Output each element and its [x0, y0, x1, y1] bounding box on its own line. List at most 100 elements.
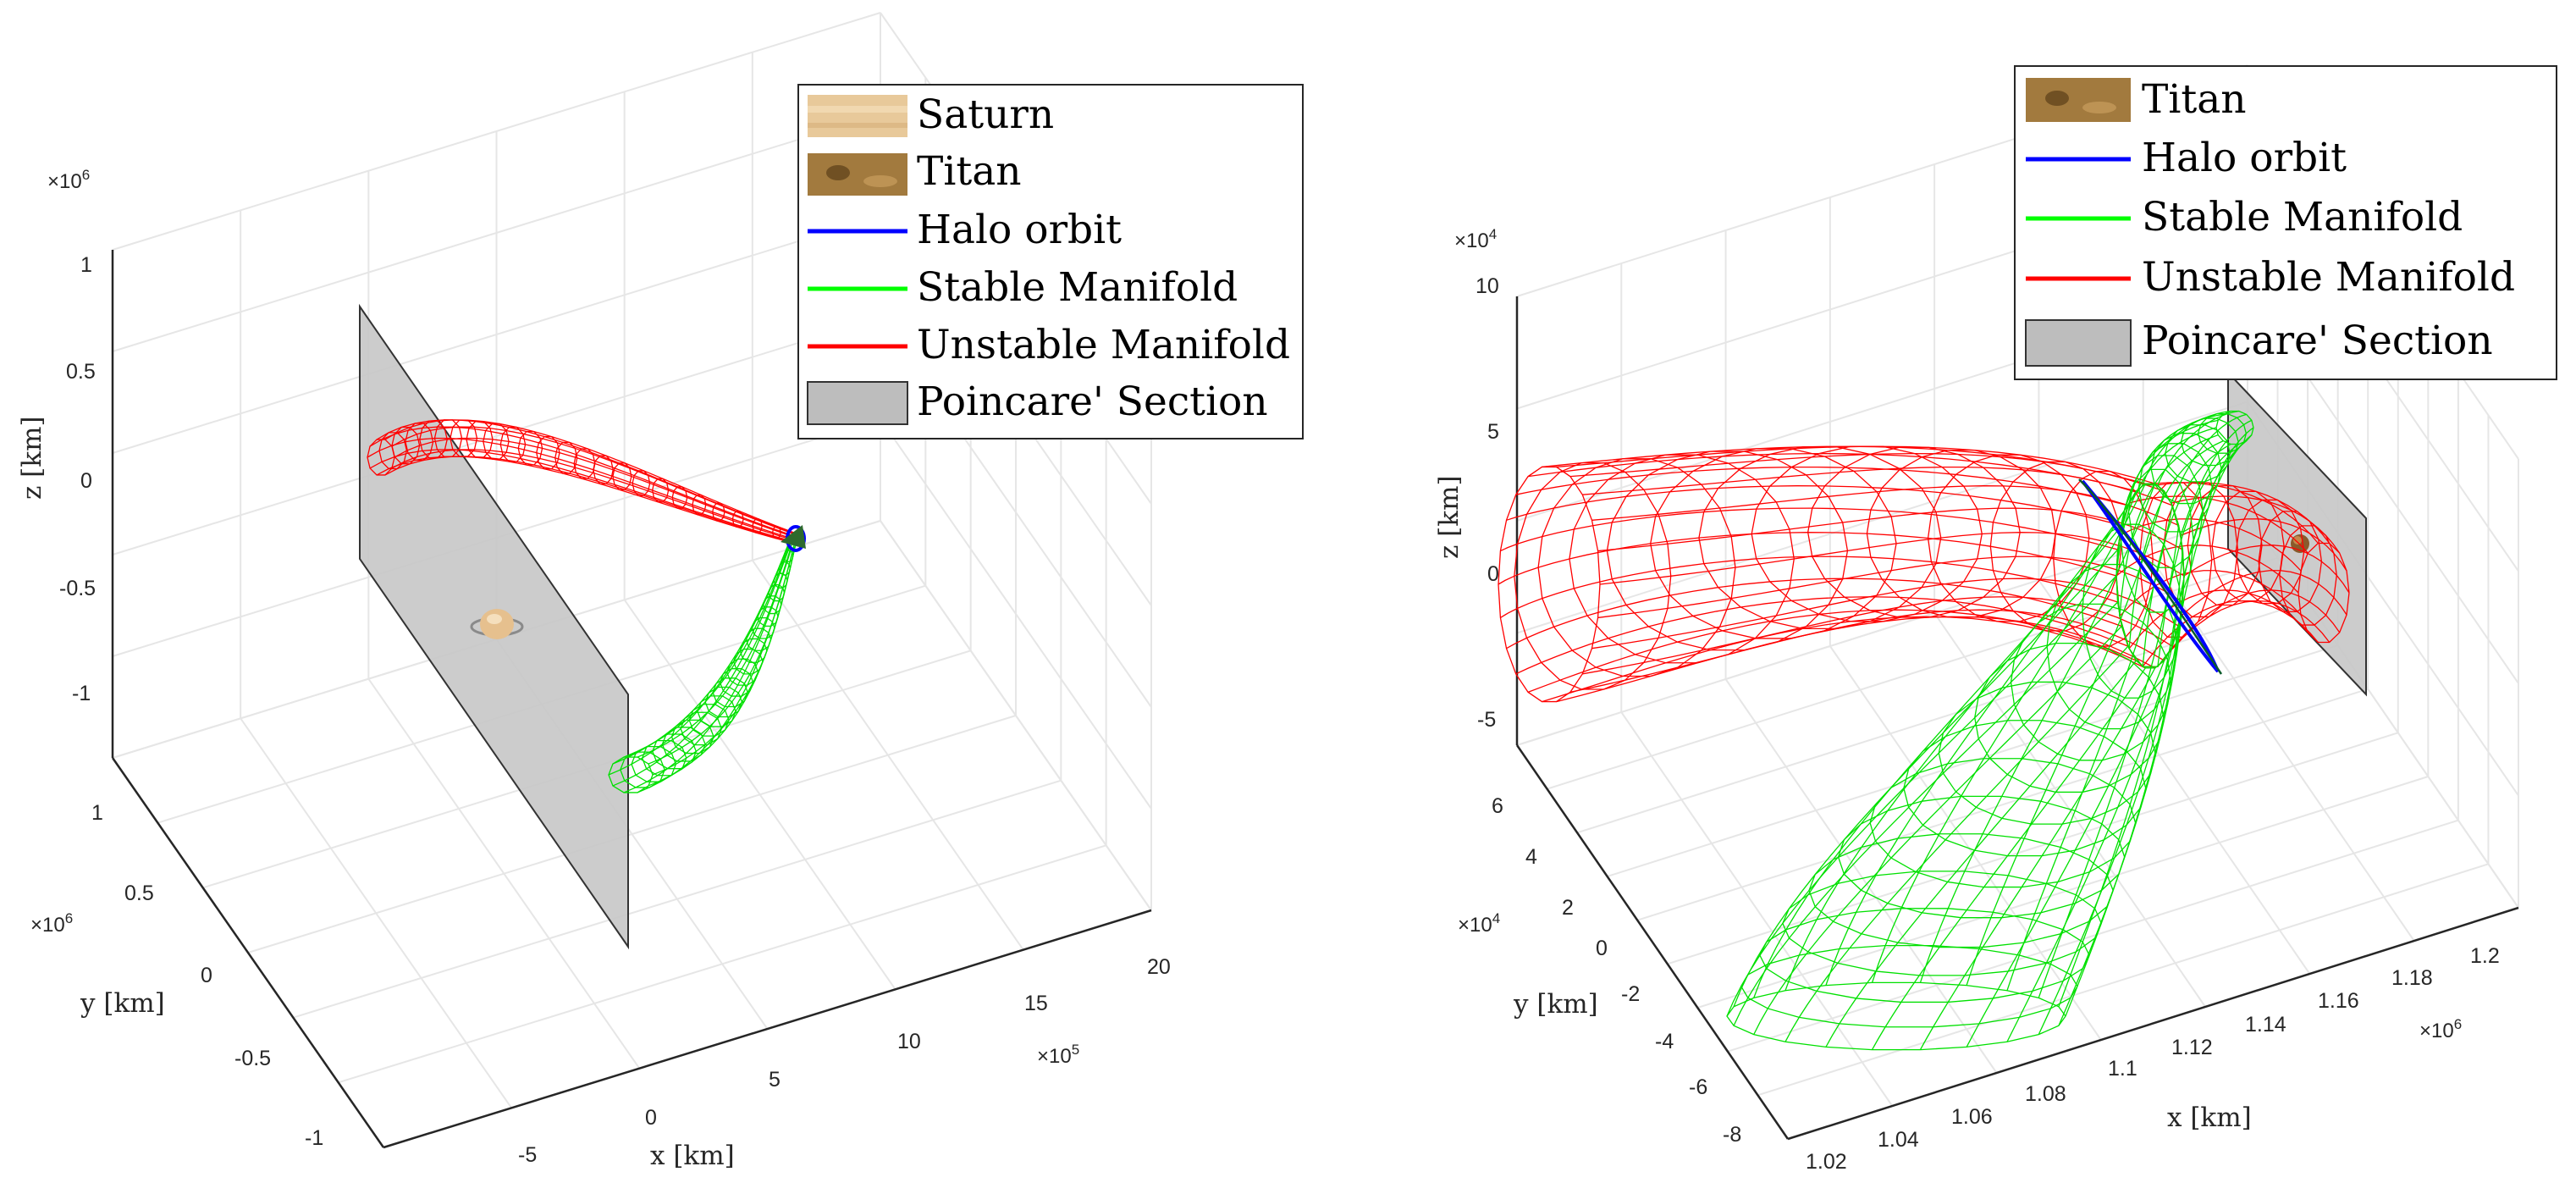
- left-stable-ring: [719, 668, 754, 697]
- legend-item-titan: Titan: [2026, 76, 2247, 123]
- right-stable-upper-ring: [2120, 468, 2194, 613]
- legend-item-stable-manifold: Stable Manifold: [2026, 194, 2463, 240]
- right-x-axis-label: x [km]: [2167, 1103, 2252, 1133]
- grid-line: [2038, 579, 2311, 975]
- right-y-tick: 2: [1562, 896, 1574, 920]
- left-unstable-ring: [651, 478, 670, 503]
- left-unstable-ring: [378, 432, 408, 470]
- right-unstable-left-trajectory: [1500, 507, 2118, 552]
- legend-label: Titan: [2142, 76, 2247, 123]
- left-unstable-ring: [771, 526, 781, 539]
- left-unstable-ring: [554, 441, 578, 474]
- left-stable-ring: [773, 572, 788, 589]
- left-unstable-ring: [731, 511, 744, 528]
- legend-item-stable-manifold: Stable Manifold: [808, 264, 1238, 311]
- right-x-tick: 1.12: [2171, 1036, 2213, 1059]
- right-legend: Titan Halo orbit Stable Manifold Unstabl…: [2014, 65, 2557, 380]
- left-stable-ring: [751, 616, 775, 639]
- left-x-axis-label: x [km]: [650, 1141, 735, 1171]
- left-stable-ring: [642, 739, 687, 777]
- right-unstable-left-ring: [2053, 470, 2154, 647]
- right-x-tick: 1.16: [2318, 989, 2359, 1013]
- legend-label: Stable Manifold: [917, 264, 1238, 311]
- left-stable-ring: [745, 627, 772, 651]
- right-unstable-left-ring: [1498, 466, 1601, 703]
- right-stable-upper-ring: [2137, 443, 2213, 533]
- grid-line: [1576, 600, 2308, 834]
- left-unstable-ring: [483, 423, 510, 460]
- left-unstable-ring: [405, 423, 434, 462]
- left-unstable-ring: [367, 439, 395, 476]
- right-unstable-left-trajectory: [1569, 452, 2165, 492]
- right-unstable-right-ring: [2187, 485, 2263, 606]
- right-unstable-right-ring: [2211, 490, 2285, 602]
- grid-line: [112, 113, 881, 352]
- right-stable-lower-trajectory: [1825, 660, 2137, 1048]
- right-stable-lower-ring: [2082, 523, 2182, 699]
- grid-line: [1547, 556, 2278, 790]
- legend-label: Stable Manifold: [2142, 194, 2463, 240]
- right-stable-lower-trajectory: [1726, 575, 2117, 1017]
- right-y-ticks: 6 4 2 0 -2 -4 -6 -8: [1492, 794, 1741, 1147]
- right-y-axis-label: y [km]: [1513, 989, 1598, 1020]
- right-poincare-section: [2227, 370, 2367, 697]
- left-stable-ring: [757, 606, 779, 627]
- grid-line: [1636, 688, 2369, 921]
- left-z-tick: -0.5: [59, 577, 96, 600]
- right-unstable-left-trajectory: [1542, 616, 2146, 703]
- left-x-exponent: ×105: [1037, 1042, 1079, 1068]
- right-unstable-left-trajectory: [1582, 466, 2173, 506]
- left-plot: 1 0.5 0 -0.5 -1 ×106 z [km] 1 0.5 0 -0.5…: [17, 12, 1304, 1171]
- right-z-tick: 0: [1487, 562, 1499, 586]
- right-unstable-right-ring: [2258, 511, 2323, 613]
- left-unstable-ring: [692, 494, 707, 516]
- right-y-tick: -6: [1689, 1075, 1707, 1099]
- right-axes: [1515, 296, 2519, 1141]
- right-stable-lower-ring: [1759, 908, 2090, 1003]
- grid-line: [1933, 612, 2206, 1008]
- left-unstable-ring: [573, 448, 596, 479]
- right-stable-lower-trajectory: [1784, 505, 2129, 991]
- right-y-tick: 0: [1596, 937, 1608, 960]
- left-unstable-ring: [499, 426, 527, 462]
- left-stable-ring: [704, 686, 743, 718]
- right-stable-lower-trajectory: [1966, 660, 2165, 1048]
- left-x-tick: 20: [1147, 955, 1171, 979]
- right-unstable-left-trajectory: [1599, 532, 2185, 585]
- grid-line: [1757, 863, 2489, 1097]
- left-x-tick: 15: [1024, 992, 1048, 1015]
- left-unstable-ring: [517, 430, 543, 466]
- right-x-tick: 1.04: [1878, 1128, 1919, 1152]
- left-stable-ring: [661, 727, 706, 762]
- left-unstable-manifold: [367, 419, 800, 544]
- right-y-tick: 6: [1492, 794, 1503, 818]
- right-unstable-left-trajectory: [1591, 485, 2179, 527]
- grid-line: [1724, 678, 1998, 1074]
- legend-label: Poincare' Section: [917, 379, 1268, 425]
- right-stable-lower-ring: [1938, 681, 2156, 825]
- right-y-exponent: ×104: [1458, 910, 1500, 937]
- right-unstable-left-ring: [1606, 451, 1849, 651]
- right-x-exponent: ×106: [2419, 1016, 2462, 1042]
- left-unstable-ring: [433, 419, 463, 457]
- right-stable-lower-ring: [1726, 981, 2066, 1051]
- left-unstable-ring: [593, 455, 614, 485]
- legend-item-unstable-manifold: Unstable Manifold: [2026, 254, 2515, 301]
- left-x-tick: 5: [769, 1068, 781, 1092]
- grid-line: [1620, 711, 1894, 1107]
- right-y-tick: 4: [1525, 845, 1537, 869]
- right-x-ticks: 1.02 1.04 1.06 1.08 1.1 1.12 1.14 1.16 1…: [1806, 944, 2500, 1174]
- left-stable-ring: [631, 746, 677, 782]
- left-stable-ring: [778, 561, 792, 576]
- right-stable-lower-trajectory: [2006, 645, 2173, 1042]
- right-y-tick: -8: [1723, 1123, 1741, 1147]
- left-z-tick: 1: [80, 253, 92, 277]
- right-stable-upper-ring: [2165, 424, 2231, 483]
- left-y-tick: -1: [305, 1126, 323, 1150]
- legend-item-halo-orbit: Halo orbit: [808, 207, 1122, 253]
- grid-line: [1516, 513, 2248, 746]
- left-unstable-ring: [671, 486, 688, 509]
- right-stable-upper-ring: [2180, 417, 2239, 467]
- right-stable-upper-ring: [2215, 410, 2254, 445]
- right-unstable-left-trajectory: [1527, 452, 2137, 492]
